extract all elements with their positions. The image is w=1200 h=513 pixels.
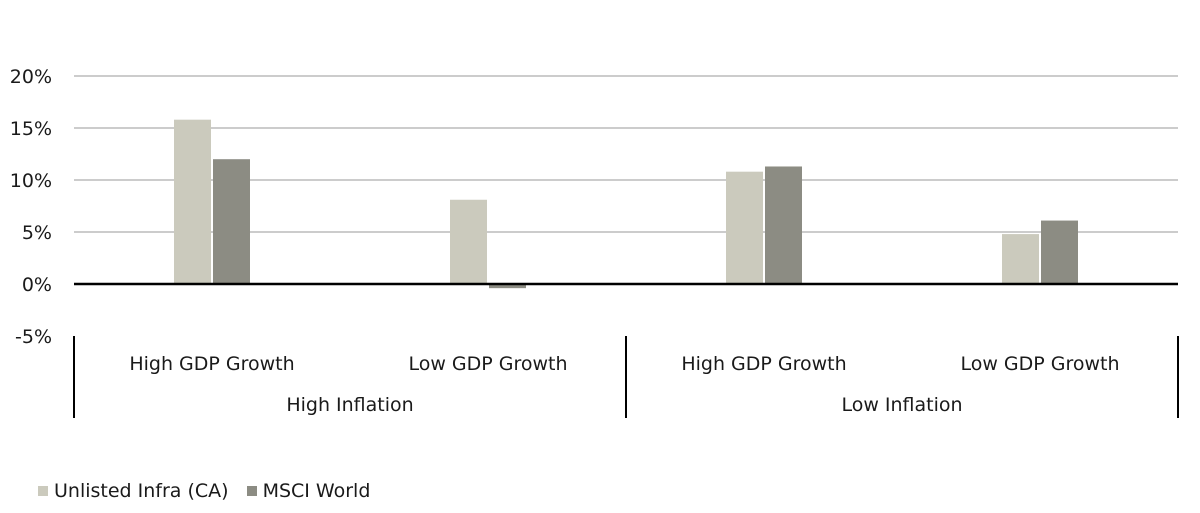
bar-unlisted-infra [450,199,487,284]
category-axis [73,282,1179,418]
bar-msci-world [1041,220,1078,284]
bar-unlisted-infra [1002,234,1039,284]
category-label: High GDP Growth [681,353,846,375]
y-tick-label: 0% [22,274,52,296]
legend-swatch [38,486,48,496]
legend: Unlisted Infra (CA) MSCI World [38,480,388,502]
bar-unlisted-infra [174,119,211,285]
bars [174,119,1078,289]
y-axis-ticks: 20% 15% 10% 5% 0% -5% [10,66,52,348]
bar-msci-world [489,284,526,289]
category-label: Low GDP Growth [960,353,1119,375]
y-tick-label: 10% [10,170,52,192]
category-labels: High GDP Growth Low GDP Growth High GDP Gr… [129,353,1119,416]
gridlines [74,75,1178,233]
bar-msci-world [213,159,250,284]
group-label: Low Inflation [841,394,962,416]
legend-item-msci-world: MSCI World [246,480,371,502]
legend-swatch [246,486,257,496]
legend-label: Unlisted Infra (CA) [54,480,229,502]
category-label: Low GDP Growth [408,353,567,375]
y-tick-label: 20% [10,66,52,88]
legend-label: MSCI World [262,480,371,502]
bar-msci-world [765,166,802,284]
y-tick-label: 5% [22,222,52,244]
bar-unlisted-infra [726,171,763,284]
legend-item-unlisted-infra: Unlisted Infra (CA) [38,480,229,502]
group-label: High Inflation [286,394,413,416]
category-label: High GDP Growth [129,353,294,375]
y-tick-label: 15% [10,118,52,140]
y-tick-label: -5% [15,326,52,348]
